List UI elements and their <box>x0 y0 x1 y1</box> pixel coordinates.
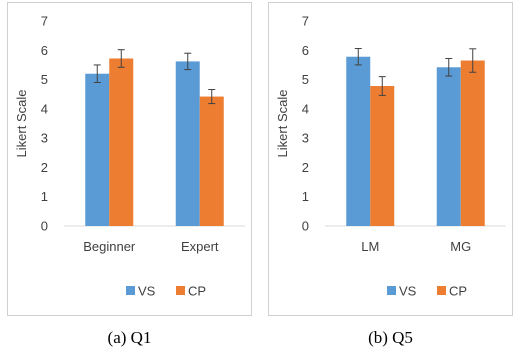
chart-q5: Likert Scale 0 1 2 3 4 5 6 7 LM MG VS CP <box>275 14 506 299</box>
legend-swatch-vs <box>126 286 135 295</box>
y-tick-label: 5 <box>302 72 309 87</box>
legend-label-vs: VS <box>138 284 156 299</box>
caption-q1: (a) Q1 <box>107 328 152 347</box>
legend-label-cp: CP <box>188 284 206 299</box>
y-tick-label: 3 <box>41 131 48 146</box>
y-tick-label: 2 <box>302 160 309 175</box>
bar-cp-expert <box>199 96 224 226</box>
legend-label-vs: VS <box>399 284 417 299</box>
y-axis-label: Likert Scale <box>275 90 290 158</box>
chart-panel-q5: Likert Scale 0 1 2 3 4 5 6 7 LM MG VS CP <box>268 2 513 316</box>
bar-vs-expert <box>175 61 200 226</box>
y-tick-label: 7 <box>302 14 309 29</box>
y-tick-label: 5 <box>41 72 48 87</box>
legend-swatch-cp <box>176 286 185 295</box>
y-tick-label: 6 <box>302 43 309 58</box>
caption-q5: (b) Q5 <box>368 328 413 347</box>
legend-label-cp: CP <box>449 284 467 299</box>
y-tick-label: 1 <box>302 189 309 204</box>
y-tick-label: 4 <box>302 101 309 116</box>
y-tick-label: 0 <box>41 219 48 234</box>
x-tick-label: LM <box>361 239 379 254</box>
y-tick-label: 3 <box>302 131 309 146</box>
bar-vs-beginner <box>85 73 110 226</box>
bar-vs-mg <box>436 67 461 227</box>
bar-cp-beginner <box>109 58 134 226</box>
legend-swatch-vs <box>387 286 396 295</box>
bar-cp-lm <box>370 86 395 226</box>
y-tick-label: 1 <box>41 189 48 204</box>
bar-cp-mg <box>460 60 485 227</box>
x-tick-label: Beginner <box>83 239 136 254</box>
legend-swatch-cp <box>437 286 446 295</box>
y-tick-label: 6 <box>41 43 48 58</box>
x-tick-label: MG <box>450 239 471 254</box>
chart-q1: Likert Scale 0 1 2 3 4 5 6 7 Beginner Expert VS CP <box>14 14 245 299</box>
y-tick-label: 4 <box>41 101 48 116</box>
x-tick-label: Expert <box>181 239 219 254</box>
bar-vs-lm <box>346 56 371 226</box>
y-tick-label: 2 <box>41 160 48 175</box>
y-axis-label: Likert Scale <box>14 90 29 158</box>
chart-panel-q1: Likert Scale 0 1 2 3 4 5 6 7 Beginner Expert VS CP <box>7 2 252 316</box>
y-tick-label: 7 <box>41 14 48 29</box>
y-tick-label: 0 <box>302 219 309 234</box>
